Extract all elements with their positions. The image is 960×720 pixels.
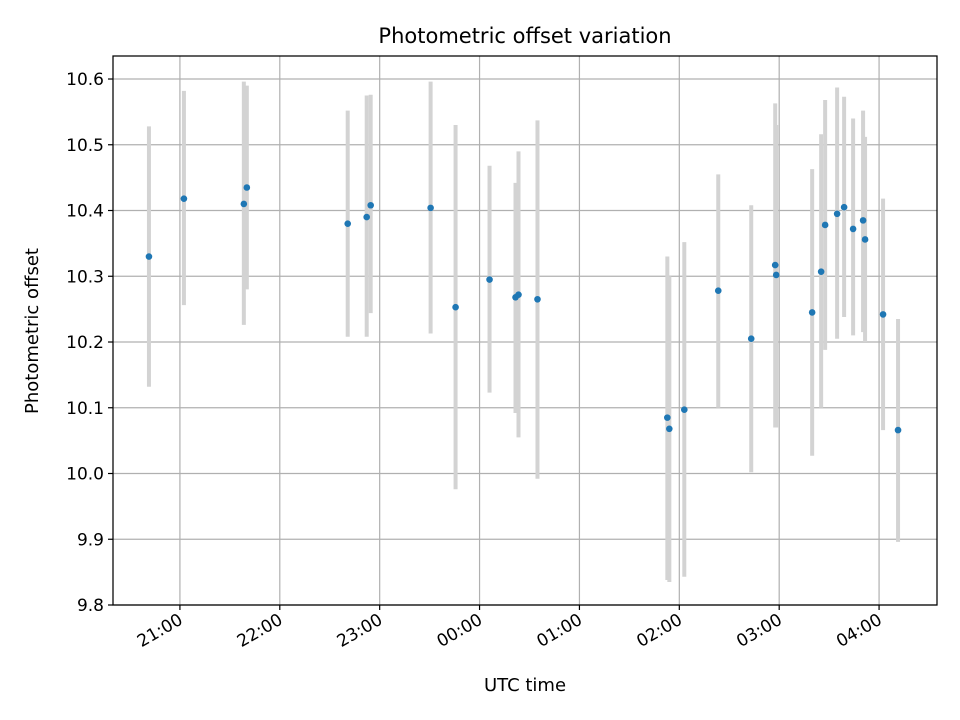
y-axis: 9.8 9.9 10.0 10.1 10.2 10.3 10.4 10.5 10.6 bbox=[66, 70, 113, 616]
chart-title: Photometric offset variation bbox=[378, 24, 671, 48]
data-point bbox=[681, 406, 688, 414]
data-point bbox=[145, 253, 153, 260]
data-points bbox=[145, 184, 902, 434]
data-point bbox=[771, 261, 779, 269]
x-axis-label: UTC time bbox=[484, 675, 566, 696]
data-point bbox=[240, 200, 248, 208]
y-tick-label: 10.3 bbox=[66, 267, 104, 287]
plot-frame bbox=[112, 55, 938, 606]
data-point bbox=[772, 271, 780, 279]
data-point bbox=[840, 203, 848, 211]
data-point bbox=[243, 184, 251, 191]
data-point bbox=[817, 268, 825, 275]
data-point bbox=[833, 210, 841, 218]
data-point bbox=[859, 217, 867, 224]
data-point bbox=[427, 204, 434, 212]
y-tick-label: 10.5 bbox=[66, 136, 104, 156]
data-point bbox=[664, 414, 671, 421]
y-tick-label: 10.4 bbox=[66, 202, 104, 222]
data-point bbox=[367, 201, 374, 209]
y-tick-label: 10.1 bbox=[66, 399, 104, 419]
data-point bbox=[344, 220, 352, 227]
data-point bbox=[666, 425, 673, 433]
data-point bbox=[821, 221, 829, 229]
data-point bbox=[452, 303, 459, 311]
data-point bbox=[894, 426, 902, 434]
data-point bbox=[180, 195, 188, 202]
y-tick-label: 9.9 bbox=[77, 530, 104, 550]
y-tick-label: 10.6 bbox=[66, 70, 104, 90]
y-tick-label: 9.8 bbox=[77, 596, 104, 616]
y-axis-label: Photometric offset bbox=[22, 248, 43, 414]
data-point bbox=[534, 295, 541, 303]
data-point bbox=[849, 225, 857, 233]
y-tick-label: 10.0 bbox=[66, 465, 104, 485]
y-tick-label: 10.2 bbox=[66, 333, 104, 353]
data-point bbox=[515, 291, 522, 298]
data-point bbox=[747, 335, 755, 343]
data-point bbox=[879, 311, 887, 318]
data-point bbox=[808, 309, 816, 316]
data-point bbox=[714, 287, 722, 295]
data-point bbox=[486, 276, 493, 283]
data-point bbox=[861, 236, 869, 243]
data-point bbox=[363, 213, 370, 221]
